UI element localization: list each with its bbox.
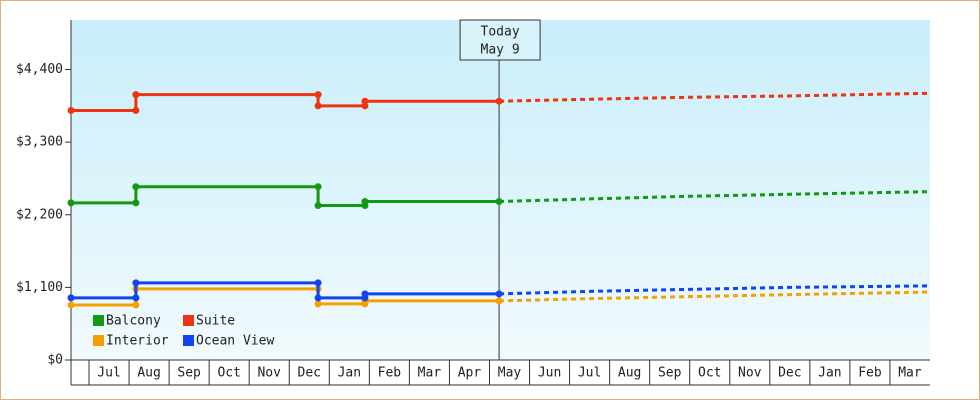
x-tick-label: Feb xyxy=(378,366,402,381)
x-tick-label: Nov xyxy=(738,366,762,381)
legend-label: Suite xyxy=(196,314,235,329)
data-point xyxy=(495,97,503,105)
x-tick-label: Feb xyxy=(858,366,882,381)
x-tick-label: Jan xyxy=(818,366,841,381)
y-tick-label: $0 xyxy=(47,353,63,368)
data-point xyxy=(314,183,322,191)
data-point xyxy=(132,199,140,207)
today-label: Today xyxy=(481,25,520,40)
plot-area xyxy=(71,20,930,360)
y-tick-label: $3,300 xyxy=(16,135,63,150)
data-point xyxy=(495,198,503,206)
x-tick-label: Dec xyxy=(778,366,801,381)
data-point xyxy=(314,300,322,308)
data-point xyxy=(67,199,75,207)
x-tick-label: Dec xyxy=(298,366,321,381)
legend-swatch xyxy=(183,335,194,346)
legend-label: Balcony xyxy=(106,314,161,329)
data-point xyxy=(314,202,322,210)
x-tick-label: Oct xyxy=(217,366,240,381)
data-point xyxy=(132,301,140,309)
data-point xyxy=(67,106,75,114)
data-point xyxy=(495,297,503,305)
x-tick-label: Aug xyxy=(137,366,160,381)
forecast-line xyxy=(499,190,931,204)
forecast-line xyxy=(499,91,931,103)
today-label: May 9 xyxy=(481,43,520,58)
x-tick-label: Sep xyxy=(177,366,201,381)
data-point xyxy=(132,183,140,191)
legend-label: Ocean View xyxy=(196,334,274,349)
legend-swatch xyxy=(93,335,104,346)
data-point xyxy=(361,198,369,206)
forecast-line xyxy=(499,284,931,296)
x-tick-label: Jan xyxy=(338,366,361,381)
legend-swatch xyxy=(183,315,194,326)
x-tick-label: Apr xyxy=(458,366,482,381)
today-box xyxy=(459,19,541,61)
data-point xyxy=(314,102,322,110)
data-point xyxy=(132,106,140,114)
x-tick-label: Mar xyxy=(898,366,922,381)
forecast-line xyxy=(499,290,931,303)
data-point xyxy=(67,294,75,302)
legend-swatch xyxy=(93,315,104,326)
data-point xyxy=(67,301,75,309)
y-tick-label: $1,100 xyxy=(16,280,63,295)
x-tick-label: Mar xyxy=(418,366,442,381)
data-point xyxy=(132,294,140,302)
data-point xyxy=(132,279,140,287)
legend-label: Interior xyxy=(106,334,169,349)
data-point xyxy=(314,91,322,99)
data-point xyxy=(132,91,140,99)
x-tick-label: Nov xyxy=(257,366,281,381)
x-tick-label: Jul xyxy=(97,366,120,381)
x-tick-label: Jul xyxy=(578,366,601,381)
y-tick-label: $2,200 xyxy=(16,207,63,222)
data-point xyxy=(314,294,322,302)
data-point xyxy=(361,290,369,298)
data-point xyxy=(495,290,503,298)
y-tick-label: $4,400 xyxy=(16,62,63,77)
data-point xyxy=(361,97,369,105)
x-tick-label: Jun xyxy=(538,366,561,381)
data-point xyxy=(314,279,322,287)
x-tick-label: Aug xyxy=(618,366,641,381)
x-tick-label: Sep xyxy=(658,366,682,381)
x-tick-label: May xyxy=(498,366,522,381)
x-tick-label: Oct xyxy=(698,366,721,381)
